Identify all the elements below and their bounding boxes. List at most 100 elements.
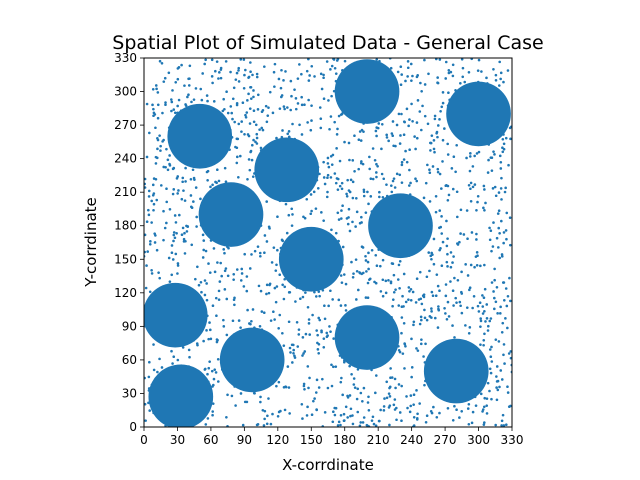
- small-dot: [424, 342, 427, 346]
- small-dot: [214, 296, 218, 300]
- x-tick-label: 300: [467, 433, 490, 447]
- small-dot: [504, 317, 507, 320]
- small-dot: [461, 66, 465, 70]
- small-dot: [327, 304, 330, 308]
- small-dot: [470, 421, 474, 425]
- small-dot: [360, 221, 363, 224]
- small-dot: [400, 316, 404, 319]
- small-dot: [471, 165, 475, 168]
- small-dot: [432, 147, 436, 151]
- small-dot: [405, 395, 408, 398]
- small-dot: [173, 236, 177, 240]
- small-dot: [213, 368, 217, 371]
- small-dot: [345, 194, 349, 198]
- small-dot: [257, 284, 261, 288]
- small-dot: [491, 245, 495, 248]
- small-dot: [331, 298, 334, 301]
- small-dot: [217, 77, 220, 80]
- small-dot: [430, 251, 433, 255]
- small-dot: [219, 76, 223, 80]
- small-dot: [500, 255, 504, 258]
- small-dot: [285, 231, 289, 235]
- plot-area: [144, 58, 512, 427]
- small-dot: [380, 147, 383, 151]
- small-dot: [144, 250, 147, 254]
- small-dot: [446, 252, 449, 256]
- small-dot: [378, 190, 381, 194]
- small-dot: [471, 410, 475, 414]
- small-dot: [390, 376, 394, 379]
- small-dot: [235, 161, 239, 165]
- small-dot: [145, 155, 149, 159]
- small-dot: [482, 423, 486, 426]
- small-dot: [441, 138, 445, 142]
- small-dot: [186, 225, 190, 228]
- small-dot: [347, 207, 351, 211]
- small-dot: [148, 290, 152, 294]
- y-tick-label: 240: [114, 152, 137, 166]
- small-dot: [391, 120, 395, 123]
- small-dot: [284, 385, 288, 389]
- small-dot: [416, 412, 419, 416]
- chart-title: Spatial Plot of Simulated Data - General…: [112, 32, 543, 54]
- small-dot: [506, 326, 509, 330]
- small-dot: [478, 301, 482, 305]
- small-dot: [266, 414, 269, 418]
- small-dot: [259, 254, 262, 258]
- small-dot: [509, 350, 512, 353]
- small-dot: [225, 333, 229, 337]
- small-dot: [320, 211, 323, 214]
- small-dot: [432, 237, 436, 241]
- small-dot: [208, 321, 211, 324]
- large-circle-point: [423, 338, 489, 404]
- small-dot: [226, 274, 230, 278]
- small-dot: [348, 364, 351, 368]
- small-dot: [249, 150, 252, 154]
- small-dot: [236, 137, 240, 141]
- small-dot: [165, 187, 168, 190]
- small-dot: [490, 345, 493, 349]
- small-dot: [148, 409, 151, 412]
- small-dot: [355, 196, 358, 200]
- small-dot: [302, 382, 306, 386]
- small-dot: [365, 423, 369, 427]
- small-dot: [355, 298, 358, 301]
- small-dot: [206, 417, 210, 420]
- small-dot: [344, 309, 348, 312]
- small-dot: [483, 396, 487, 400]
- small-dot: [154, 155, 158, 159]
- small-dot: [290, 343, 294, 347]
- y-tick-label: 0: [129, 420, 137, 434]
- small-dot: [273, 62, 277, 66]
- small-dot: [320, 329, 323, 332]
- small-dot: [419, 342, 423, 346]
- small-dot: [385, 136, 389, 139]
- small-dot: [380, 122, 384, 126]
- small-dot: [306, 365, 310, 368]
- small-dot: [488, 226, 491, 230]
- small-dot: [362, 190, 366, 194]
- small-dot: [156, 91, 160, 94]
- small-dot: [326, 173, 330, 177]
- small-dot: [379, 408, 382, 412]
- x-tick-label: 270: [434, 433, 457, 447]
- small-dot: [367, 251, 370, 255]
- small-dot: [168, 162, 171, 166]
- small-dot: [508, 276, 511, 280]
- small-dot: [151, 183, 155, 187]
- small-dot: [175, 231, 178, 235]
- small-dot: [417, 298, 421, 301]
- small-dot: [181, 346, 185, 349]
- small-dot: [246, 308, 249, 312]
- small-dot: [216, 168, 219, 172]
- small-dot: [204, 58, 207, 62]
- small-dot: [232, 86, 236, 90]
- small-dot: [366, 260, 370, 264]
- small-dot: [482, 184, 486, 188]
- small-dot: [370, 419, 374, 422]
- small-dot: [451, 324, 454, 327]
- small-dot: [315, 329, 318, 332]
- small-dot: [165, 221, 168, 225]
- small-dot: [337, 114, 341, 118]
- small-dot: [174, 221, 178, 224]
